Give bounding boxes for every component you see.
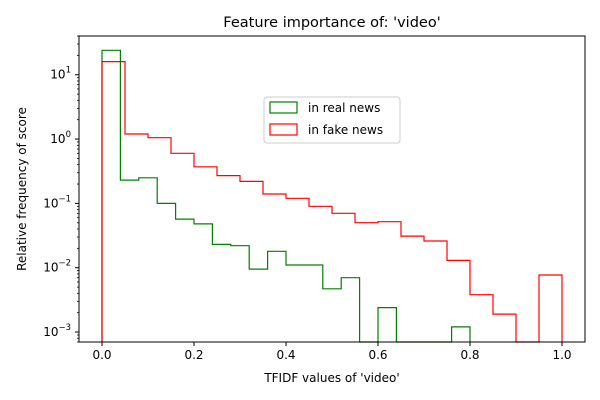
y-tick-label: 101 <box>50 66 71 82</box>
y-tick-label: 100 <box>50 130 71 146</box>
x-axis-ticks: 0.0 0.2 0.4 0.6 0.8 1.0 <box>92 342 572 362</box>
x-tick-label: 1.0 <box>552 348 571 362</box>
x-tick-label: 0.2 <box>184 348 203 362</box>
plot-series <box>101 49 563 343</box>
x-tick-label: 0.8 <box>460 348 479 362</box>
chart-title: Feature importance of: 'video' <box>223 15 440 31</box>
legend: in real news in fake news <box>263 96 401 144</box>
legend-swatch-fake-news <box>269 123 298 136</box>
y-tick-label: 10−2 <box>43 259 71 275</box>
histogram-series-0 <box>101 49 471 343</box>
y-axis-ticks: 101 100 10−1 10−2 10−3 <box>43 35 79 343</box>
y-tick-label: 10−1 <box>43 194 71 210</box>
legend-label-fake-news: in fake news <box>308 123 383 137</box>
y-axis-label: Relative frequency of score <box>15 107 29 271</box>
x-axis-label: TFIDF values of 'video' <box>263 371 399 385</box>
x-tick-label: 0.0 <box>92 348 111 362</box>
legend-label-real-news: in real news <box>308 101 380 115</box>
axes-frame <box>78 35 586 343</box>
histogram-series-1 <box>101 61 563 343</box>
y-tick-label: 10−3 <box>43 323 71 339</box>
x-tick-label: 0.6 <box>368 348 387 362</box>
legend-frame <box>263 96 401 144</box>
legend-swatch-real-news <box>269 101 298 114</box>
x-tick-label: 0.4 <box>276 348 295 362</box>
